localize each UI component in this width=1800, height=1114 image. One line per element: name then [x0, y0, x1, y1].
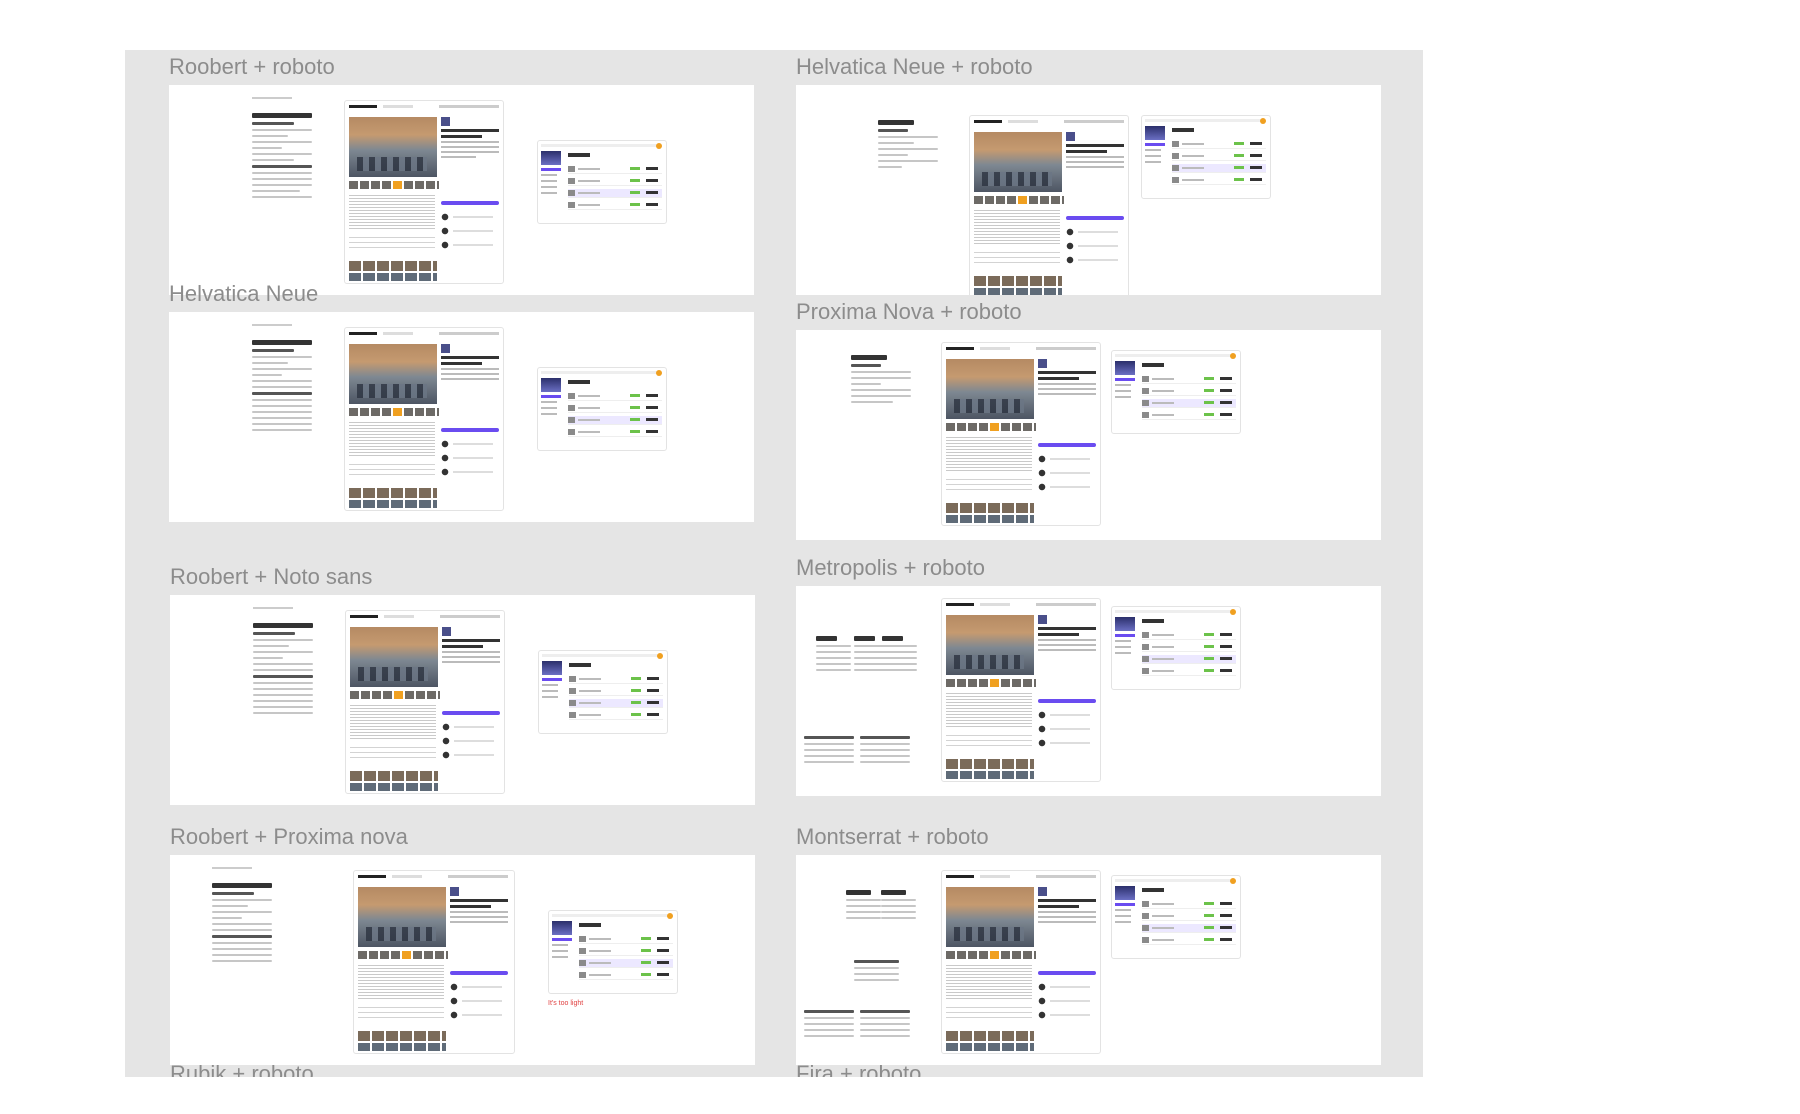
board-label[interactable]: Fira + roboto	[796, 1061, 922, 1078]
type-specimen	[851, 355, 911, 407]
design-canvas[interactable]: Roobert + roboto	[125, 50, 1423, 1077]
primary-button	[441, 201, 499, 205]
type-specimen	[212, 883, 272, 966]
board-rubik-roboto[interactable]: Rubik + roboto	[170, 1061, 755, 1078]
board-label[interactable]: Roobert + Noto sans	[170, 564, 373, 589]
board-roobert-roboto[interactable]: Roobert + roboto	[169, 55, 754, 300]
board-label[interactable]: Montserrat + roboto	[796, 824, 989, 849]
type-specimen	[878, 120, 938, 172]
board-frame[interactable]	[169, 312, 754, 522]
board-label[interactable]: Proxima Nova + roboto	[796, 299, 1022, 324]
board-metropolis-roboto[interactable]: Metropolis + roboto	[796, 556, 1381, 801]
board-helvatica-neue-roboto[interactable]: Helvatica Neue + roboto	[796, 55, 1381, 300]
listing-detail-mockup	[344, 100, 504, 284]
board-label[interactable]: Helvatica Neue	[169, 281, 319, 306]
type-specimen	[253, 623, 313, 718]
listings-dashboard-mockup	[1111, 606, 1241, 690]
design-comment[interactable]: It's too light	[548, 1000, 584, 1007]
board-label[interactable]: Metropolis + roboto	[796, 555, 985, 580]
listing-detail-mockup	[353, 870, 515, 1054]
listing-detail-mockup	[345, 610, 505, 794]
listings-dashboard-mockup	[537, 367, 667, 451]
board-frame[interactable]: It's too light	[170, 855, 755, 1065]
office-photo	[349, 117, 437, 177]
board-label[interactable]: Helvatica Neue + roboto	[796, 54, 1033, 79]
listing-detail-mockup	[941, 342, 1101, 526]
type-specimen	[252, 340, 312, 435]
listing-detail-mockup	[941, 598, 1101, 782]
listings-dashboard-mockup	[538, 650, 668, 734]
type-specimen	[816, 636, 851, 675]
board-proxima-nova-roboto[interactable]: Proxima Nova + roboto	[796, 300, 1381, 545]
listing-detail-mockup	[941, 870, 1101, 1054]
listings-dashboard-mockup	[548, 910, 678, 994]
board-fira-roboto[interactable]: Fira + roboto	[796, 1061, 1381, 1078]
board-frame[interactable]	[169, 85, 754, 295]
board-label[interactable]: Roobert + roboto	[169, 54, 335, 79]
board-roobert-noto-sans[interactable]: Roobert + Noto sans	[170, 565, 755, 810]
listings-dashboard-mockup	[1141, 115, 1271, 199]
board-montserrat-roboto[interactable]: Montserrat + roboto	[796, 825, 1381, 1070]
listing-detail-mockup	[969, 115, 1129, 295]
board-frame[interactable]	[796, 330, 1381, 540]
listings-dashboard-mockup	[1111, 350, 1241, 434]
board-frame[interactable]	[796, 85, 1381, 295]
board-frame[interactable]	[170, 595, 755, 805]
type-specimen	[846, 890, 881, 923]
board-label[interactable]: Rubik + roboto	[170, 1061, 314, 1078]
board-helvatica-neue[interactable]: Helvatica Neue	[169, 282, 754, 527]
type-specimen	[252, 113, 312, 202]
board-frame[interactable]	[796, 855, 1381, 1065]
listing-detail-mockup	[344, 327, 504, 511]
board-label[interactable]: Roobert + Proxima nova	[170, 824, 408, 849]
board-roobert-proxima-nova[interactable]: Roobert + Proxima nova	[170, 825, 755, 1070]
listings-dashboard-mockup	[537, 140, 667, 224]
board-frame[interactable]	[796, 586, 1381, 796]
listings-dashboard-mockup	[1111, 875, 1241, 959]
